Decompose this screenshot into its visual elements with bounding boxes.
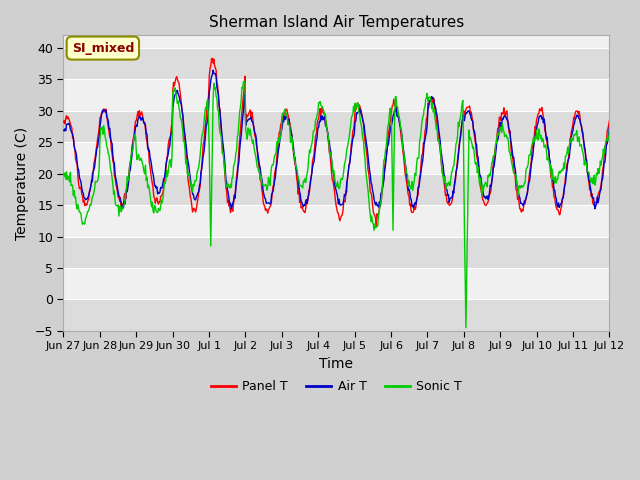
Bar: [63, 237, 609, 268]
Y-axis label: Temperature (C): Temperature (C): [15, 127, 29, 240]
Bar: [63, 142, 609, 174]
Bar: [63, 48, 609, 79]
X-axis label: Time: Time: [319, 357, 353, 371]
Bar: [63, 79, 609, 111]
Bar: [63, 268, 609, 300]
Bar: [63, 111, 609, 142]
Bar: [63, 174, 609, 205]
Bar: [63, 300, 609, 331]
Legend: Panel T, Air T, Sonic T: Panel T, Air T, Sonic T: [205, 375, 467, 398]
Title: Sherman Island Air Temperatures: Sherman Island Air Temperatures: [209, 15, 464, 30]
Bar: [63, 205, 609, 237]
Text: SI_mixed: SI_mixed: [72, 42, 134, 55]
